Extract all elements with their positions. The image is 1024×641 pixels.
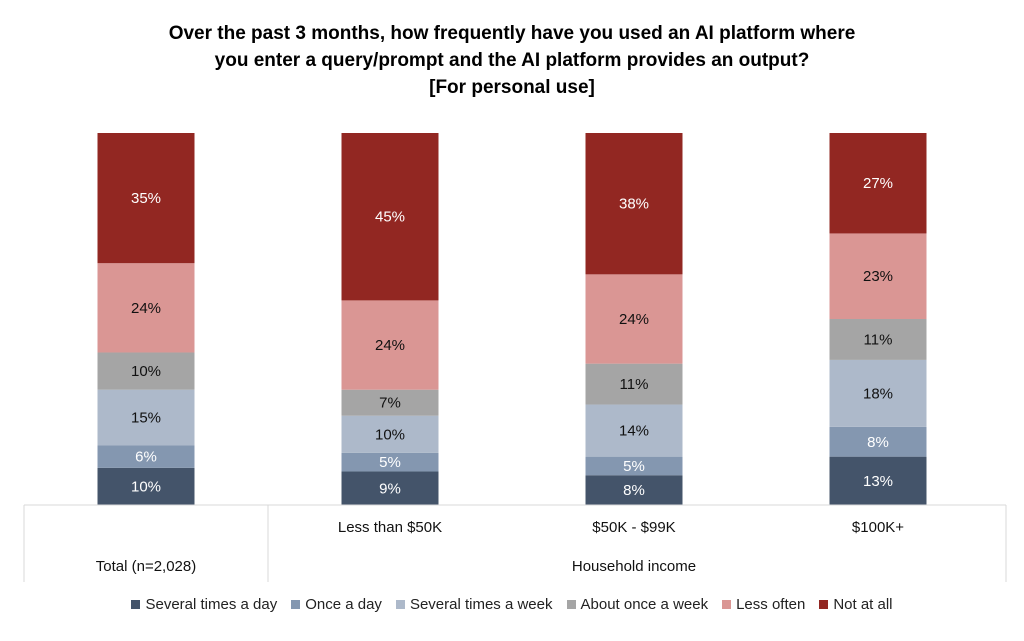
bar-segment <box>829 233 927 319</box>
chart-title-line-3: [For personal use] <box>429 77 595 98</box>
data-label: 18% <box>863 385 893 402</box>
bar-segment <box>585 274 683 364</box>
data-label: 24% <box>131 300 161 317</box>
data-label: 45% <box>375 209 405 226</box>
data-label: 10% <box>375 426 405 443</box>
data-label: 6% <box>135 449 157 466</box>
legend-item: Not at all <box>819 596 893 613</box>
bar-segment <box>341 471 439 505</box>
bar-segment <box>585 456 683 476</box>
legend-label: Once a day <box>305 596 382 613</box>
data-label: 14% <box>619 423 649 440</box>
data-label: 15% <box>131 410 161 427</box>
legend-swatch <box>291 600 301 609</box>
data-label: 5% <box>379 454 401 471</box>
legend-item: Once a day <box>291 596 382 613</box>
bar-segment <box>341 300 439 390</box>
chart-title: Over the past 3 months, how frequently h… <box>0 20 1024 101</box>
bars-layer: 10% 6% 15% 10% 24% 35% 9% 5% 10% 7% 24% 45% 8% 5% 14% 1… <box>97 133 927 505</box>
bar-segment <box>829 319 927 360</box>
x-tick-label: $100K+ <box>852 519 904 536</box>
legend-label: Not at all <box>833 596 893 613</box>
legend-item: About once a week <box>566 596 709 613</box>
legend-item: Several times a day <box>131 596 277 613</box>
data-label: 24% <box>619 311 649 328</box>
data-label: 27% <box>863 175 893 192</box>
data-label: 10% <box>131 363 161 380</box>
data-label: 11% <box>620 376 649 393</box>
data-label: 9% <box>379 480 401 497</box>
legend-label: Several times a day <box>145 596 278 613</box>
data-label: 35% <box>131 190 161 207</box>
legend-item: Several times a week <box>395 596 553 613</box>
legend-swatch <box>722 600 732 609</box>
legend-swatch <box>395 600 405 609</box>
bar-segment <box>829 426 927 457</box>
chart-title-line-1: Over the past 3 months, how frequently h… <box>168 23 856 44</box>
bar-segment <box>585 363 683 405</box>
legend-swatch <box>566 600 576 609</box>
legend-label: About once a week <box>580 596 709 613</box>
bar-segment <box>97 263 195 353</box>
bar-segment <box>585 133 683 275</box>
bar-segment <box>829 456 927 505</box>
x-tick-label: $50K - $99K <box>592 519 675 536</box>
category-table: Total (n=2,028) Less than $50K $50K - $99K… <box>23 504 1007 582</box>
x-tick-label: Less than $50K <box>338 519 442 536</box>
legend-swatch <box>819 600 829 609</box>
legend-label: Several times a week <box>409 596 553 613</box>
bar-segment <box>341 415 439 453</box>
bar-segment <box>829 359 927 427</box>
chart-title-line-2: you enter a query/prompt and the AI plat… <box>214 50 810 71</box>
bar-segment <box>97 445 195 468</box>
bar-segment <box>97 467 195 505</box>
data-label: 10% <box>131 478 161 495</box>
legend-label: Less often <box>736 596 806 613</box>
bar-segment <box>97 389 195 446</box>
bar-segment <box>585 404 683 457</box>
bar-segment <box>97 133 195 264</box>
bar-segment <box>341 452 439 472</box>
bar-segment <box>585 475 683 505</box>
data-label: 8% <box>623 482 645 499</box>
data-label: 8% <box>867 434 889 451</box>
data-label: 11% <box>864 331 893 348</box>
category-group-label: Household income <box>572 558 696 575</box>
data-label: 13% <box>863 473 893 490</box>
data-label: 38% <box>619 196 649 213</box>
legend-swatch <box>131 600 141 609</box>
data-label: 24% <box>375 337 405 354</box>
legend: Several times a day Once a day Several tim… <box>0 596 1024 613</box>
category-label-total: Total (n=2,028) <box>96 558 196 575</box>
bar-segment <box>341 389 439 416</box>
legend-item: Less often <box>722 596 805 613</box>
bar-segment <box>829 133 927 234</box>
data-label: 5% <box>623 458 645 475</box>
bar-segment <box>341 133 439 301</box>
bar-segment <box>97 352 195 390</box>
data-label: 7% <box>379 395 401 412</box>
data-label: 23% <box>863 268 893 285</box>
